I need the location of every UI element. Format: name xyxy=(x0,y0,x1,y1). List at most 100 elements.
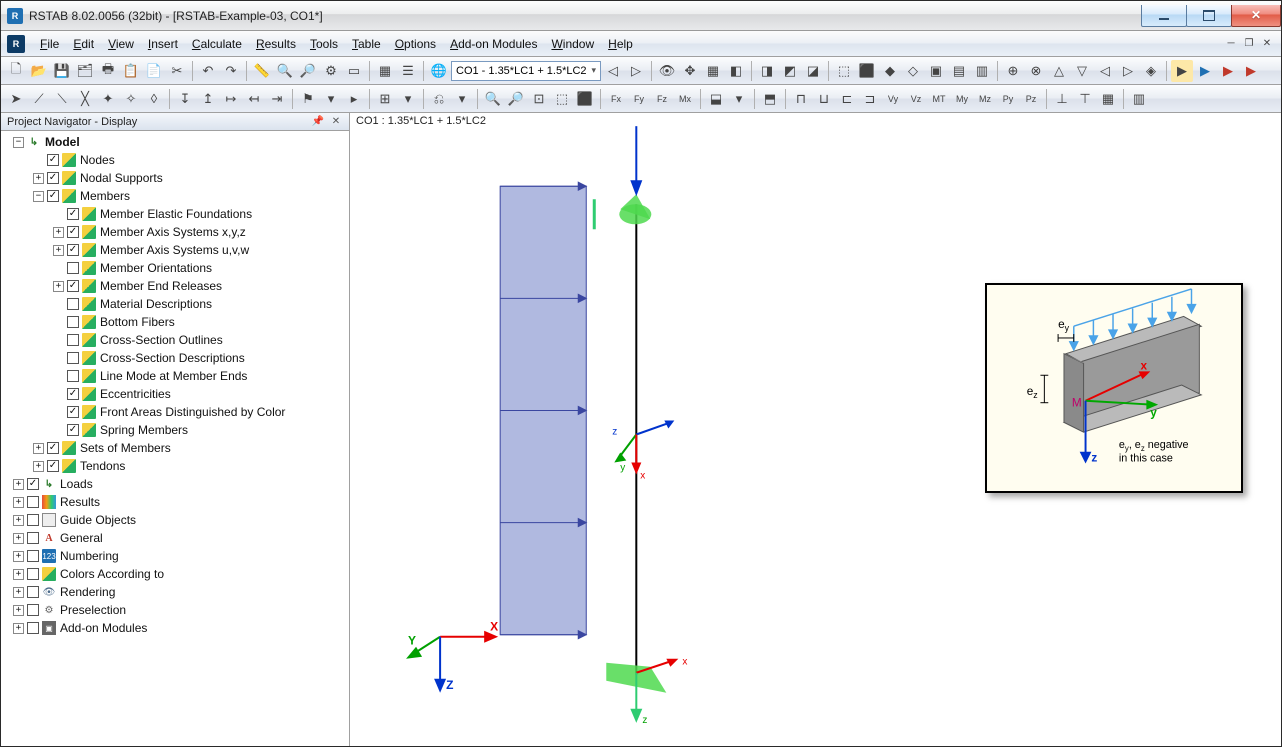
mdi-close-button[interactable]: ✕ xyxy=(1259,37,1275,51)
menu-view[interactable]: View xyxy=(101,34,141,54)
checkbox[interactable] xyxy=(27,478,39,490)
tree-colors-according-to[interactable]: +Colors According to xyxy=(5,565,349,583)
tb2-b4[interactable]: ✦ xyxy=(97,88,119,110)
expand-icon[interactable]: + xyxy=(13,569,24,580)
tree-material-descriptions[interactable]: Material Descriptions xyxy=(5,295,349,313)
tb2-b1[interactable]: ⟋ xyxy=(28,88,50,110)
menubar-app-icon[interactable]: R xyxy=(7,35,25,53)
tb2-mx[interactable]: Mx xyxy=(674,88,696,110)
checkbox[interactable] xyxy=(67,352,79,364)
tb2-mz[interactable]: Mz xyxy=(974,88,996,110)
maximize-button[interactable] xyxy=(1186,5,1232,27)
tree-spring-members[interactable]: Spring Members xyxy=(5,421,349,439)
checkbox[interactable] xyxy=(67,370,79,382)
tb2-b31[interactable]: ⊤ xyxy=(1074,88,1096,110)
measure-button[interactable]: 📏 xyxy=(251,60,273,82)
tree-general[interactable]: +AGeneral xyxy=(5,529,349,547)
search-button[interactable]: 🔍 xyxy=(274,60,296,82)
tree-model[interactable]: −↳Model xyxy=(5,133,349,151)
expand-icon[interactable]: + xyxy=(33,461,44,472)
tb2-b14[interactable]: ⊞ xyxy=(374,88,396,110)
expand-icon[interactable]: + xyxy=(53,227,64,238)
menu-options[interactable]: Options xyxy=(388,34,443,54)
loadcase-combo[interactable]: CO1 - 1.35*LC1 + 1.5*LC2 ▾ xyxy=(451,61,601,81)
checkbox[interactable] xyxy=(27,622,39,634)
checkbox[interactable] xyxy=(67,334,79,346)
tree-preselection[interactable]: +⚙Preselection xyxy=(5,601,349,619)
tb2-b32[interactable]: ▦ xyxy=(1097,88,1119,110)
window-button[interactable]: ▭ xyxy=(343,60,365,82)
menu-add-on-modules[interactable]: Add-on Modules xyxy=(443,34,544,54)
menu-insert[interactable]: Insert xyxy=(141,34,185,54)
generate-button[interactable]: ⚙ xyxy=(320,60,342,82)
tb2-b30[interactable]: ⊥ xyxy=(1051,88,1073,110)
tb2-b6[interactable]: ◊ xyxy=(143,88,165,110)
tb2-b24[interactable]: ▾ xyxy=(728,88,750,110)
menu-window[interactable]: Window xyxy=(544,34,601,54)
extra13-button[interactable]: ⊗ xyxy=(1025,60,1047,82)
tb2-b19[interactable]: 🔎 xyxy=(505,88,527,110)
extra18-button[interactable]: ◈ xyxy=(1140,60,1162,82)
extra22-button[interactable]: ▶ xyxy=(1240,60,1262,82)
extra11-button[interactable]: ▥ xyxy=(971,60,993,82)
checkbox[interactable] xyxy=(67,280,79,292)
expand-icon[interactable] xyxy=(53,263,64,274)
tb2-b9[interactable]: ↦ xyxy=(220,88,242,110)
menu-results[interactable]: Results xyxy=(249,34,303,54)
expand-icon[interactable] xyxy=(33,155,44,166)
extra20-button[interactable]: ▶ xyxy=(1194,60,1216,82)
menu-file[interactable]: File xyxy=(33,34,66,54)
tree-nodal-supports[interactable]: +Nodal Supports xyxy=(5,169,349,187)
extra5-button[interactable]: ⬚ xyxy=(833,60,855,82)
tree-tendons[interactable]: +Tendons xyxy=(5,457,349,475)
tb2-cursor-button[interactable]: ➤ xyxy=(5,88,27,110)
tree-member-axis-systems-x-y-z[interactable]: +Member Axis Systems x,y,z xyxy=(5,223,349,241)
tb2-b5[interactable]: ✧ xyxy=(120,88,142,110)
expand-icon[interactable]: + xyxy=(33,443,44,454)
tree-cross-section-outlines[interactable]: Cross-Section Outlines xyxy=(5,331,349,349)
tb2-b26[interactable]: ⊓ xyxy=(790,88,812,110)
checkbox[interactable] xyxy=(47,190,59,202)
extra3-button[interactable]: ◩ xyxy=(779,60,801,82)
expand-icon[interactable]: + xyxy=(53,245,64,256)
tree-add-on-modules[interactable]: +▣Add-on Modules xyxy=(5,619,349,637)
tree-eccentricities[interactable]: Eccentricities xyxy=(5,385,349,403)
extra9-button[interactable]: ▣ xyxy=(925,60,947,82)
redo-button[interactable]: ↷ xyxy=(220,60,242,82)
tb2-flag-button[interactable]: ⚑ xyxy=(297,88,319,110)
expand-icon[interactable]: + xyxy=(33,173,44,184)
tree-front-areas-distinguished-by-color[interactable]: Front Areas Distinguished by Color xyxy=(5,403,349,421)
expand-icon[interactable] xyxy=(53,425,64,436)
expand-icon[interactable]: + xyxy=(13,533,24,544)
tb2-mt[interactable]: MT xyxy=(928,88,950,110)
cut-button[interactable]: ✂ xyxy=(166,60,188,82)
checkbox[interactable] xyxy=(27,568,39,580)
extra14-button[interactable]: △ xyxy=(1048,60,1070,82)
menu-table[interactable]: Table xyxy=(345,34,388,54)
extra16-button[interactable]: ◁ xyxy=(1094,60,1116,82)
grid-button[interactable]: ▦ xyxy=(702,60,724,82)
tb2-b20[interactable]: ⊡ xyxy=(528,88,550,110)
tb2-b29[interactable]: ⊐ xyxy=(859,88,881,110)
extra12-button[interactable]: ⊕ xyxy=(1002,60,1024,82)
checkbox[interactable] xyxy=(67,208,79,220)
viewport[interactable]: CO1 : 1.35*LC1 + 1.5*LC2 xyxy=(350,113,1281,746)
tb2-b15[interactable]: ▾ xyxy=(397,88,419,110)
expand-icon[interactable]: + xyxy=(13,515,24,526)
expand-icon[interactable]: + xyxy=(13,497,24,508)
checkbox[interactable] xyxy=(27,496,39,508)
checkbox[interactable] xyxy=(67,298,79,310)
tree-sets-of-members[interactable]: +Sets of Members xyxy=(5,439,349,457)
tb2-b28[interactable]: ⊏ xyxy=(836,88,858,110)
tb2-b3[interactable]: ╳ xyxy=(74,88,96,110)
tree-member-elastic-foundations[interactable]: Member Elastic Foundations xyxy=(5,205,349,223)
expand-icon[interactable] xyxy=(53,317,64,328)
tb2-b13[interactable]: ▸ xyxy=(343,88,365,110)
navigator-tree[interactable]: −↳ModelNodes+Nodal Supports−MembersMembe… xyxy=(1,131,349,746)
extra19-button[interactable]: ▶ xyxy=(1171,60,1193,82)
new-button[interactable]: 🗋 xyxy=(5,60,27,82)
extra21-button[interactable]: ▶ xyxy=(1217,60,1239,82)
tb2-b22[interactable]: ⬛ xyxy=(574,88,596,110)
tb2-b25[interactable]: ⬒ xyxy=(759,88,781,110)
tree-line-mode-at-member-ends[interactable]: Line Mode at Member Ends xyxy=(5,367,349,385)
